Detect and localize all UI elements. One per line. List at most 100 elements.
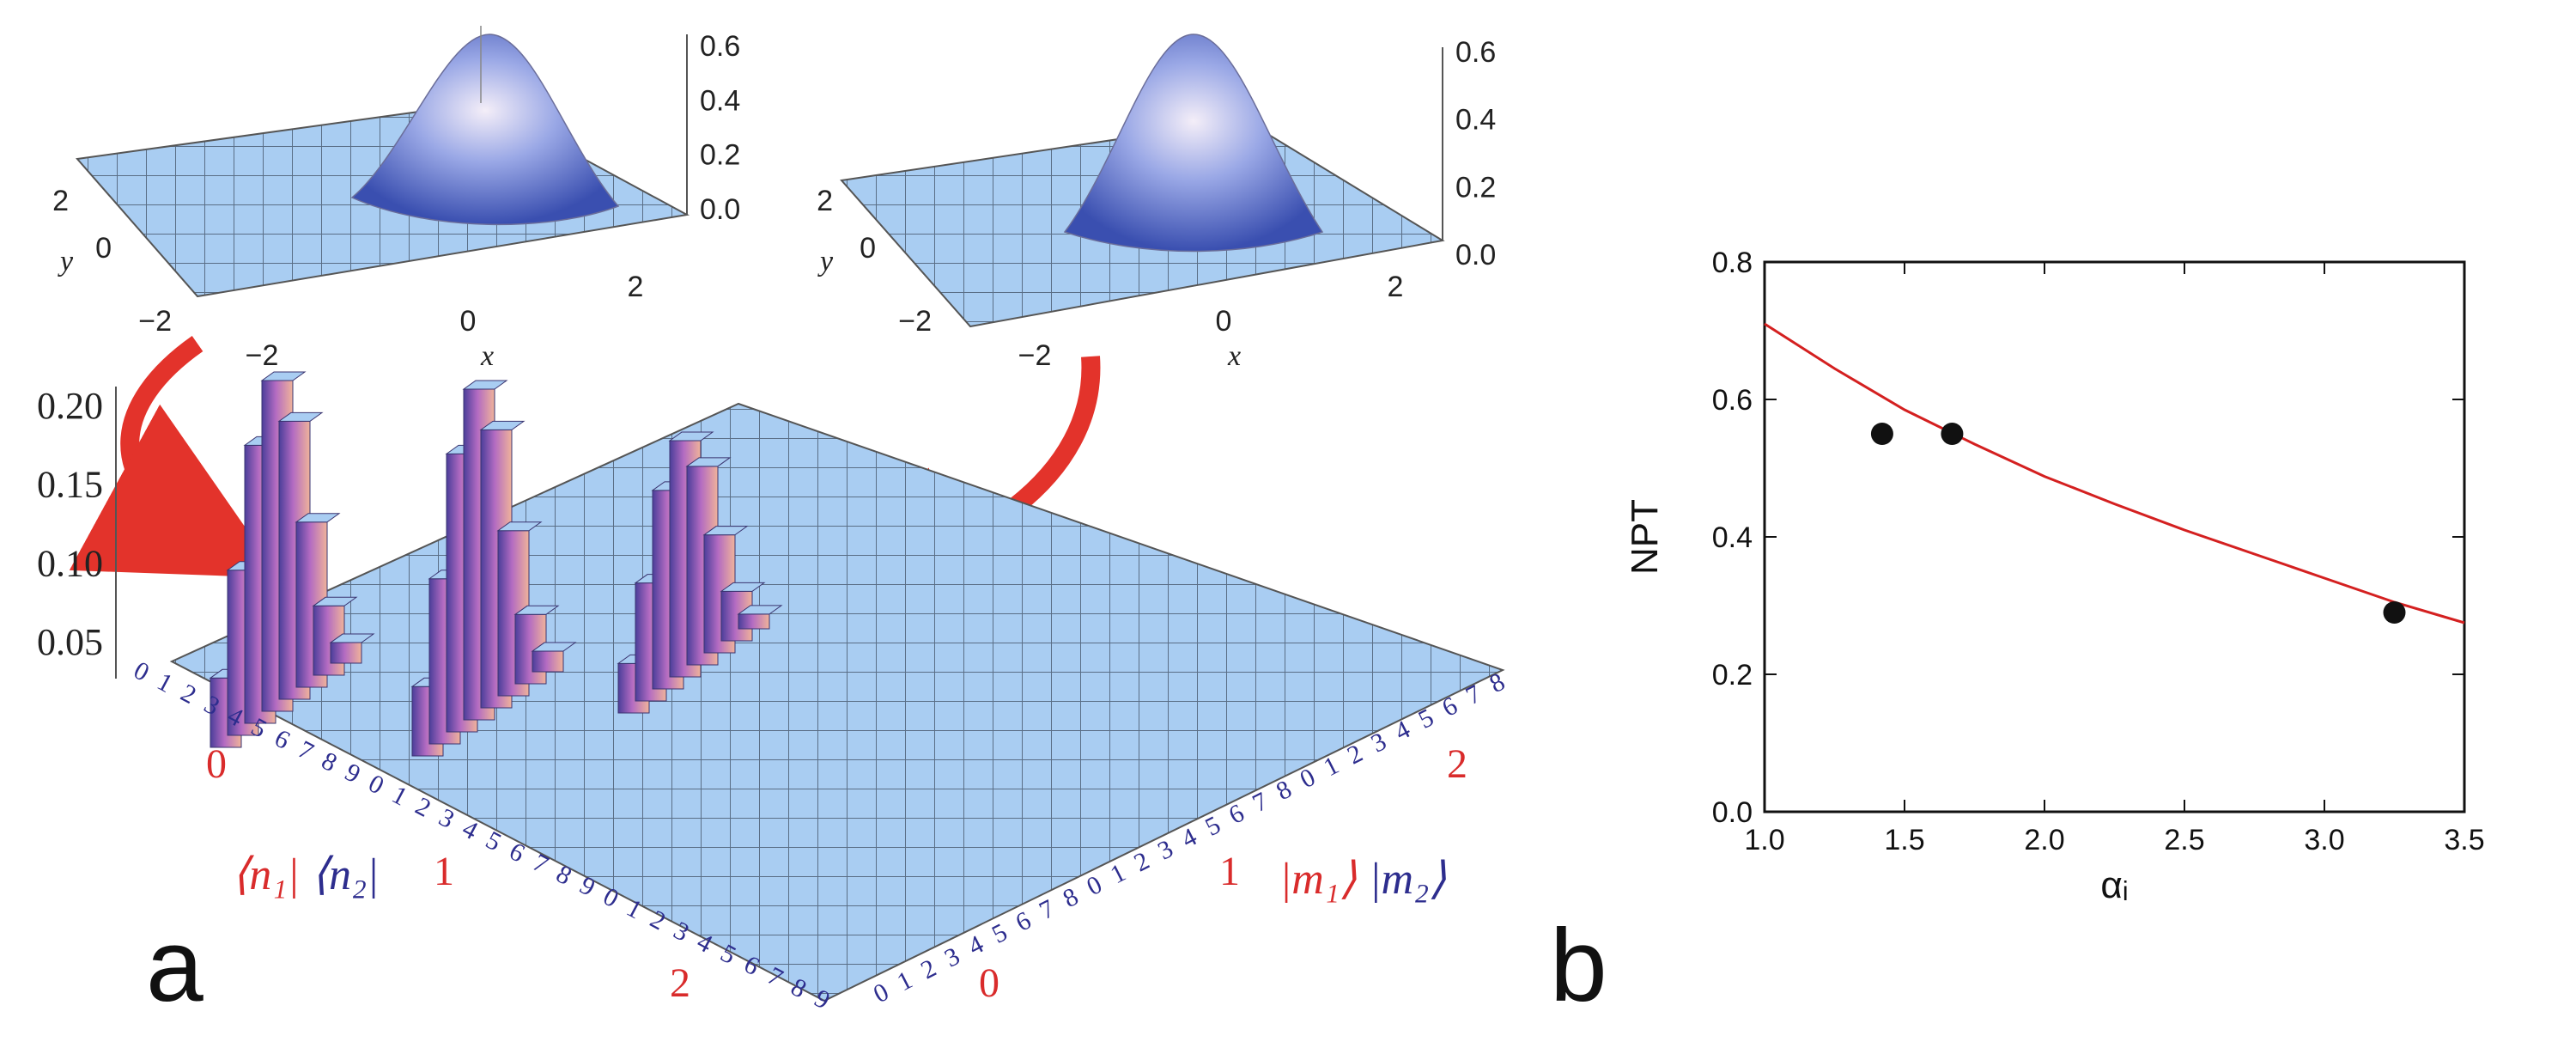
col-index-label: 4: [963, 930, 987, 961]
bar-top: [720, 582, 766, 592]
row-index-label: 6: [270, 724, 295, 755]
row-index-label: 0: [364, 769, 389, 800]
bar-top: [737, 605, 783, 615]
row-index-label: 3: [434, 803, 459, 834]
bar-blocks: [209, 371, 783, 757]
surface-peak: [1063, 34, 1324, 253]
row-index-label: 5: [481, 826, 506, 856]
col-block-label: 0: [979, 960, 999, 1006]
col-block-label: 2: [1447, 741, 1467, 787]
data-point: [2383, 601, 2406, 624]
col-index-label: 7: [1035, 894, 1059, 925]
bar-top: [702, 526, 749, 536]
col-index-label: 8: [1272, 775, 1296, 806]
panel-b: 1.0 1.5 2.0 2.5 3.0 3.5 0.0 0.2 0.4 0.6 0.8 αᵢ NP…: [1550, 247, 2485, 1023]
bar-top: [312, 596, 358, 606]
y-tick-label: −2: [898, 305, 932, 338]
col-index-label: 0: [1296, 763, 1320, 794]
z-tick-label: 0.2: [700, 139, 740, 172]
col-index-label: 1: [893, 966, 917, 996]
arrow-left: [69, 335, 281, 578]
y-tick-label: 0.4: [1712, 521, 1753, 554]
row-index-label: 8: [551, 860, 576, 891]
z-tick-label: 0.6: [700, 30, 740, 63]
z-tick-labels: 0.0 0.2 0.4 0.6: [1455, 36, 1496, 271]
m1-label: |m₁⟩: [1279, 855, 1357, 904]
col-block-label: 1: [1219, 849, 1240, 894]
row-index-label: 4: [458, 814, 483, 845]
y-tick-label: 0: [860, 232, 876, 265]
row-index-label: 7: [528, 848, 553, 879]
z-tick-label: 0.05: [37, 621, 103, 663]
row-index-label: 2: [410, 792, 435, 823]
col-index-label: 5: [1200, 811, 1224, 842]
bar-top: [496, 521, 543, 532]
col-index-label: 2: [1130, 846, 1154, 877]
row-block-label: 2: [670, 960, 690, 1006]
bar: [738, 613, 770, 630]
x-tick-label: 1.5: [1884, 824, 1924, 856]
y-tick-labels: 20 −2: [52, 185, 172, 338]
bar3d-z-tick-labels: 0.05 0.10 0.15 0.20: [37, 385, 103, 663]
row-block-label: 0: [206, 741, 227, 787]
bar-top: [668, 431, 714, 442]
col-index-label: 3: [1366, 727, 1390, 758]
col-axis-label: |m₁⟩ |m₂⟩: [1279, 855, 1446, 904]
bar-top: [260, 371, 307, 381]
col-index-label: 1: [1319, 751, 1343, 782]
row-index-label: 6: [505, 837, 530, 868]
x-tick-label: −2: [1018, 339, 1052, 372]
y-tick-label: 2: [817, 185, 833, 217]
col-index-label: 5: [1414, 704, 1438, 734]
z-tick-label: 0.4: [1455, 104, 1496, 137]
row-block-label: 1: [434, 849, 454, 894]
x-tick-label: 2: [628, 271, 644, 303]
col-index-label: 0: [869, 978, 893, 1008]
panel-a: 0.00.20.40.6 −202 20−2 x y 0.00.20.40.6 …: [37, 26, 1510, 1023]
z-tick-labels: 0.0 0.2 0.4 0.6: [700, 30, 740, 226]
y-tick-label: 0: [95, 232, 112, 265]
x-ticks: 1.0 1.5 2.0 2.5 3.0 3.5: [1744, 262, 2485, 856]
n1-label: ⟨n₁|: [232, 850, 300, 899]
y-tick-label: 0.6: [1712, 384, 1753, 417]
x-tick-label: 0: [1216, 305, 1232, 338]
data-points: [1870, 423, 2406, 624]
x-tick-label: 3.0: [2304, 824, 2344, 856]
bar-top: [479, 420, 526, 430]
row-index-label: 1: [153, 667, 178, 698]
z-tick-label: 0.0: [1455, 239, 1496, 271]
bar-top: [329, 633, 375, 643]
bar-top: [685, 457, 732, 467]
z-tick-label: 0.4: [700, 84, 740, 117]
x-tick-labels: −2 0 2: [246, 271, 644, 372]
row-block-labels: 0 1 2: [206, 741, 690, 1006]
plot-frame: [1763, 260, 2466, 813]
y-tick-label: 0.8: [1712, 247, 1753, 279]
col-index-label: 0: [1082, 870, 1106, 901]
bar-top: [462, 380, 508, 390]
col-index-label: 6: [1012, 906, 1036, 937]
x-tick-label: 2.5: [2164, 824, 2204, 856]
y-ticks: 0.0 0.2 0.4 0.6 0.8: [1712, 247, 2464, 829]
y-tick-labels: 20 −2: [817, 185, 932, 338]
col-index-label: 5: [987, 918, 1012, 949]
panel-label-a: a: [146, 908, 204, 1023]
z-tick-label: 0.6: [1455, 36, 1496, 69]
x-tick-labels: −2 0 2: [1018, 271, 1404, 372]
row-index-label: 0: [129, 656, 154, 687]
z-tick-label: 0.10: [37, 542, 103, 584]
col-index-label: 8: [1059, 882, 1083, 913]
col-index-label: 8: [1485, 667, 1509, 698]
col-index-label: 3: [940, 941, 964, 972]
col-index-label: 7: [1461, 679, 1485, 710]
x-tick-label: 2: [1388, 271, 1404, 303]
bar-top: [277, 411, 324, 422]
y-tick-label: 2: [52, 185, 69, 217]
x-tick-label: 1.0: [1744, 824, 1784, 856]
row-index-label: 7: [294, 735, 319, 766]
row-index-label: 9: [575, 871, 600, 902]
col-index-label: 2: [916, 954, 940, 984]
surface-peak: [350, 34, 620, 226]
x-tick-label: −2: [246, 339, 279, 372]
